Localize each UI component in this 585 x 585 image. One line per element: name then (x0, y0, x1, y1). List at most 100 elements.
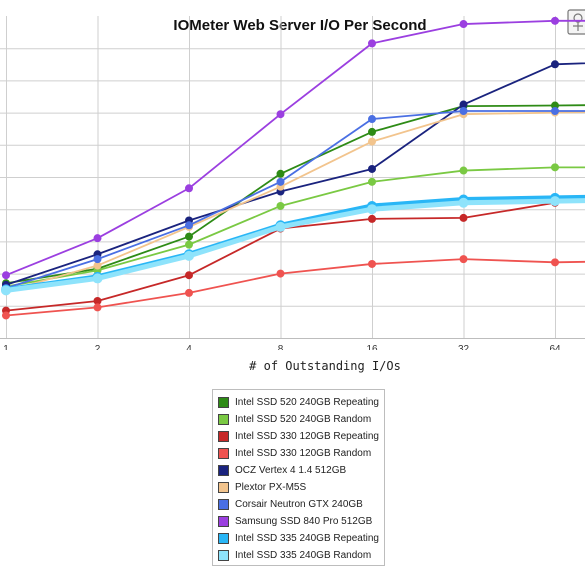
series-line (5, 166, 585, 288)
data-point (93, 261, 102, 270)
data-point (93, 296, 102, 305)
x-tick-label: 2 (95, 344, 101, 350)
data-point (276, 269, 285, 278)
data-point (551, 163, 559, 172)
legend-item: Intel SSD 520 240GB Random (218, 411, 384, 428)
data-point (368, 115, 376, 124)
data-point (185, 232, 193, 241)
legend-item: Intel SSD 335 240GB Repeating (218, 530, 384, 547)
series-line (5, 110, 585, 289)
x-tick-labels: 1248163264128 (3, 344, 561, 350)
data-point (459, 100, 468, 109)
site-logo-icon (567, 9, 585, 35)
series-line (5, 198, 585, 312)
data-point (185, 221, 193, 230)
series-line (5, 19, 585, 277)
legend-swatch (218, 414, 229, 425)
series-7 (2, 16, 585, 280)
data-point (368, 127, 376, 136)
legend-label: Samsung SSD 840 Pro 512GB (235, 516, 373, 527)
series-line (5, 258, 585, 317)
legend-swatch (218, 482, 229, 493)
data-point (93, 303, 102, 312)
x-tick-label: 32 (458, 344, 470, 350)
data-point (551, 60, 559, 69)
data-point (551, 16, 559, 25)
legend-item: Intel SSD 330 120GB Random (218, 445, 384, 462)
data-point (551, 258, 559, 267)
data-point (551, 101, 559, 110)
data-point (275, 221, 286, 232)
data-point (368, 39, 376, 48)
data-point (368, 177, 376, 186)
series-9 (1, 196, 585, 296)
data-point (368, 259, 376, 268)
data-point (276, 169, 285, 178)
data-point (93, 234, 102, 243)
legend-swatch (218, 448, 229, 459)
series-3 (2, 255, 585, 320)
x-tick-label: 64 (549, 344, 561, 350)
data-point (276, 177, 285, 186)
data-point (550, 196, 560, 207)
legend-item: Samsung SSD 840 Pro 512GB (218, 513, 384, 530)
legend-label: Intel SSD 330 120GB Repeating (235, 431, 379, 442)
legend-item: Corsair Neutron GTX 240GB (218, 496, 384, 513)
x-tick-label: 16 (366, 344, 378, 350)
data-point (551, 106, 559, 115)
legend-label: Intel SSD 520 240GB Repeating (235, 397, 379, 408)
series-line (5, 198, 585, 293)
series-line (5, 104, 585, 285)
data-point (2, 271, 10, 280)
legend-label: Plextor PX-M5S (235, 482, 307, 493)
data-point (184, 250, 194, 261)
legend-swatch (218, 397, 229, 408)
legend-label: Intel SSD 520 240GB Random (235, 414, 372, 425)
x-tick-label: 1 (3, 344, 9, 350)
series-2 (2, 198, 585, 315)
x-tick-label: 4 (186, 344, 192, 350)
legend-swatch (218, 431, 229, 442)
data-point (459, 106, 468, 115)
series-line (5, 62, 585, 286)
data-point (458, 197, 469, 208)
data-point (185, 184, 193, 193)
legend-item: Intel SSD 520 240GB Repeating (218, 394, 384, 411)
data-point (368, 164, 376, 173)
legend: Intel SSD 520 240GB Repeating Intel SSD 5… (212, 389, 385, 566)
data-point (459, 255, 468, 264)
legend-swatch (218, 465, 229, 476)
legend-item: Intel SSD 335 240GB Random (218, 547, 384, 564)
legend-swatch (218, 550, 229, 561)
data-point (276, 201, 285, 210)
legend-item: Plextor PX-M5S (218, 479, 384, 496)
legend-label: Intel SSD 335 240GB Random (235, 550, 372, 561)
series-line (5, 111, 585, 293)
legend-item: Intel SSD 330 120GB Repeating (218, 428, 384, 445)
data-point (459, 20, 468, 29)
data-point (185, 288, 193, 297)
legend-item: OCZ Vertex 4 1.4 512GB (218, 462, 384, 479)
data-point (459, 166, 468, 175)
data-series (1, 16, 585, 320)
data-point (368, 214, 376, 223)
chart-title: IOMeter Web Server I/O Per Second (173, 17, 427, 34)
data-point (459, 213, 468, 222)
series-0 (2, 101, 585, 288)
legend-label: OCZ Vertex 4 1.4 512GB (235, 465, 347, 476)
x-tick-label: 8 (278, 344, 284, 350)
data-point (93, 255, 102, 264)
data-point (185, 240, 193, 249)
legend-swatch (218, 516, 229, 527)
data-point (367, 204, 377, 215)
grid-lines (0, 16, 585, 339)
data-point (276, 110, 285, 119)
legend-swatch (218, 533, 229, 544)
data-point (2, 311, 10, 320)
data-point (92, 273, 103, 284)
legend-label: Intel SSD 330 120GB Random (235, 448, 372, 459)
data-point (368, 137, 376, 146)
data-point (1, 285, 11, 296)
chart-plot: 1248163264128 (0, 16, 585, 350)
legend-label: Intel SSD 335 240GB Repeating (235, 533, 379, 544)
